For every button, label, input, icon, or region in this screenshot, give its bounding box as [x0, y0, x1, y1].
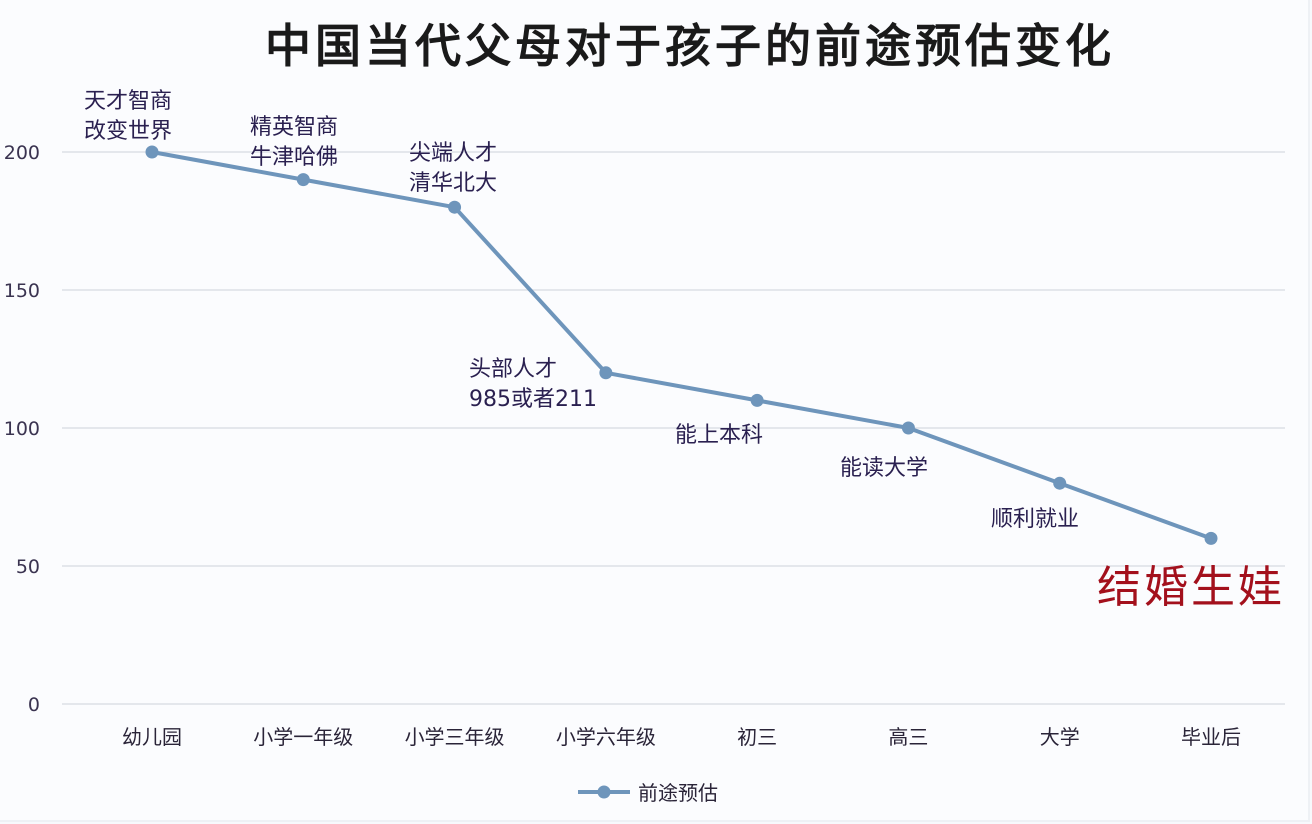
y-tick-label: 150	[4, 280, 40, 302]
y-tick-label: 0	[28, 694, 40, 716]
y-axis: 0 50 100 150 200	[4, 142, 40, 716]
chart-title: 中国当代父母对于孩子的前途预估变化	[265, 19, 1115, 73]
point-annotation: 能上本科	[675, 423, 763, 448]
point-annotation: 天才智商	[84, 89, 172, 114]
point-annotation: 清华北大	[409, 171, 497, 196]
x-tick-label: 高三	[888, 725, 928, 749]
x-tick-label: 小学三年级	[405, 725, 505, 749]
legend[interactable]: 前途预估	[578, 781, 718, 805]
point-annotation: 精英智商	[250, 115, 338, 140]
y-tick-label: 50	[16, 556, 40, 578]
x-tick-label: 小学六年级	[556, 725, 656, 749]
point-annotation: 改变世界	[84, 119, 172, 144]
data-point-marker[interactable]	[750, 393, 764, 407]
series-line	[145, 145, 1218, 545]
x-tick-label: 毕业后	[1181, 725, 1241, 749]
point-annotation: 能读大学	[840, 456, 928, 481]
gridlines	[62, 151, 1285, 705]
data-point-marker[interactable]	[296, 173, 310, 187]
data-point-marker[interactable]	[1204, 531, 1218, 545]
data-point-marker[interactable]	[901, 421, 915, 435]
legend-label: 前途预估	[638, 781, 718, 805]
point-annotation: 985或者211	[469, 387, 597, 412]
data-point-marker[interactable]	[448, 200, 462, 214]
x-tick-label: 小学一年级	[253, 725, 353, 749]
data-point-marker[interactable]	[145, 145, 159, 159]
highlight-annotation: 结婚生娃	[1097, 562, 1285, 613]
point-annotation: 头部人才	[469, 357, 557, 382]
x-tick-label: 大学	[1040, 725, 1080, 749]
data-point-marker[interactable]	[599, 366, 613, 380]
y-tick-label: 100	[4, 418, 40, 440]
x-axis: 幼儿园 小学一年级 小学三年级 小学六年级 初三 高三 大学 毕业后	[122, 725, 1241, 749]
x-tick-label: 初三	[737, 725, 777, 749]
point-annotation: 尖端人才	[409, 141, 497, 166]
x-tick-label: 幼儿园	[122, 725, 182, 749]
data-point-marker[interactable]	[1053, 476, 1067, 490]
series-path	[151, 150, 1212, 541]
point-annotation: 牛津哈佛	[250, 145, 338, 170]
legend-marker-icon	[597, 785, 611, 799]
point-annotation: 顺利就业	[991, 507, 1079, 532]
y-tick-label: 200	[4, 142, 40, 164]
